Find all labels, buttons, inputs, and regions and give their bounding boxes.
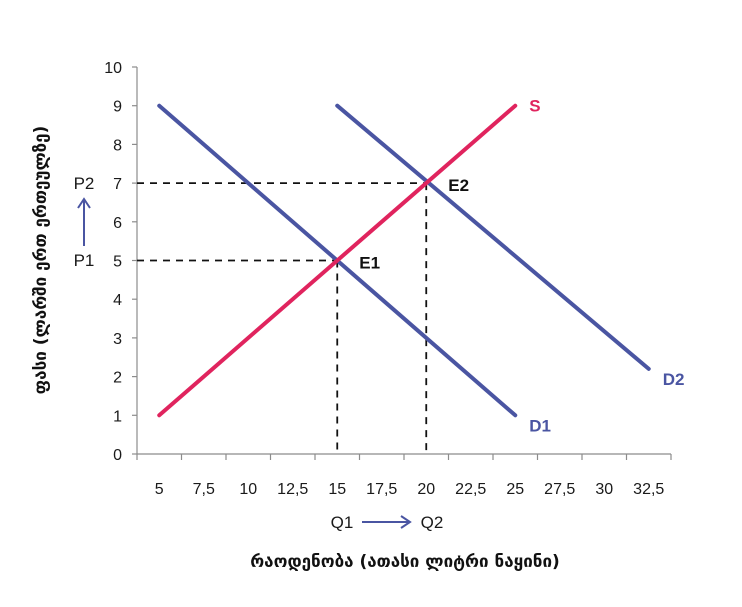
p2-label: P2 (74, 174, 95, 193)
q2-label: Q2 (421, 513, 444, 532)
x-tick-label: 17,5 (366, 481, 397, 498)
quantity-increase-arrow-icon (362, 515, 412, 529)
x-tick-label: 25 (506, 481, 524, 498)
y-tick-label: 5 (113, 254, 122, 271)
x-axis-title: რაოდენობა (ათასი ლიტრი ნაყინი) (250, 552, 560, 572)
y-tick-label: 10 (104, 60, 122, 77)
series-line-s (157, 103, 518, 418)
series-line-d2 (335, 103, 651, 371)
x-tick-label: 15 (328, 481, 346, 498)
y-tick-label: 7 (113, 176, 122, 193)
y-axis-title: ფასი (ლარში ერთ ერთეულზე) (31, 126, 51, 395)
series-label-s: S (529, 97, 540, 116)
series-lines (157, 103, 651, 418)
x-tick-label: 30 (595, 481, 613, 498)
q1-label: Q1 (331, 513, 354, 532)
equilibrium-label-e2: E2 (448, 176, 469, 195)
y-tick-label: 6 (113, 215, 122, 232)
guide-lines (137, 182, 428, 454)
equilibrium-label-e1: E1 (359, 254, 380, 273)
y-tick-label: 8 (113, 137, 122, 154)
y-tick-label: 2 (113, 370, 122, 387)
y-tick-label: 0 (113, 447, 122, 464)
y-tick-label: 9 (113, 99, 122, 116)
y-tick-label: 4 (113, 292, 122, 309)
x-tick-label: 32,5 (633, 481, 664, 498)
price-increase-arrow-icon (77, 197, 91, 246)
x-tick-label: 12,5 (277, 481, 308, 498)
y-tick-label: 1 (113, 408, 122, 425)
x-tick-label: 22,5 (455, 481, 486, 498)
series-label-d1: D1 (529, 416, 551, 435)
x-tick-label: 10 (239, 481, 257, 498)
series-label-d2: D2 (663, 370, 685, 389)
axes: 0 1 2 3 4 5 6 7 8 9 10 5 7,5 10 12,5 15 17,5 20 22,5 25 27,5… (104, 60, 672, 498)
y-tick-label: 3 (113, 331, 122, 348)
p1-label: P1 (74, 251, 95, 270)
x-tick-label: 20 (417, 481, 435, 498)
x-tick-label: 27,5 (544, 481, 575, 498)
x-tick-label: 5 (155, 481, 164, 498)
labels: D1 D2 S E1 E2 (359, 97, 684, 436)
x-tick-label: 7,5 (193, 481, 215, 498)
